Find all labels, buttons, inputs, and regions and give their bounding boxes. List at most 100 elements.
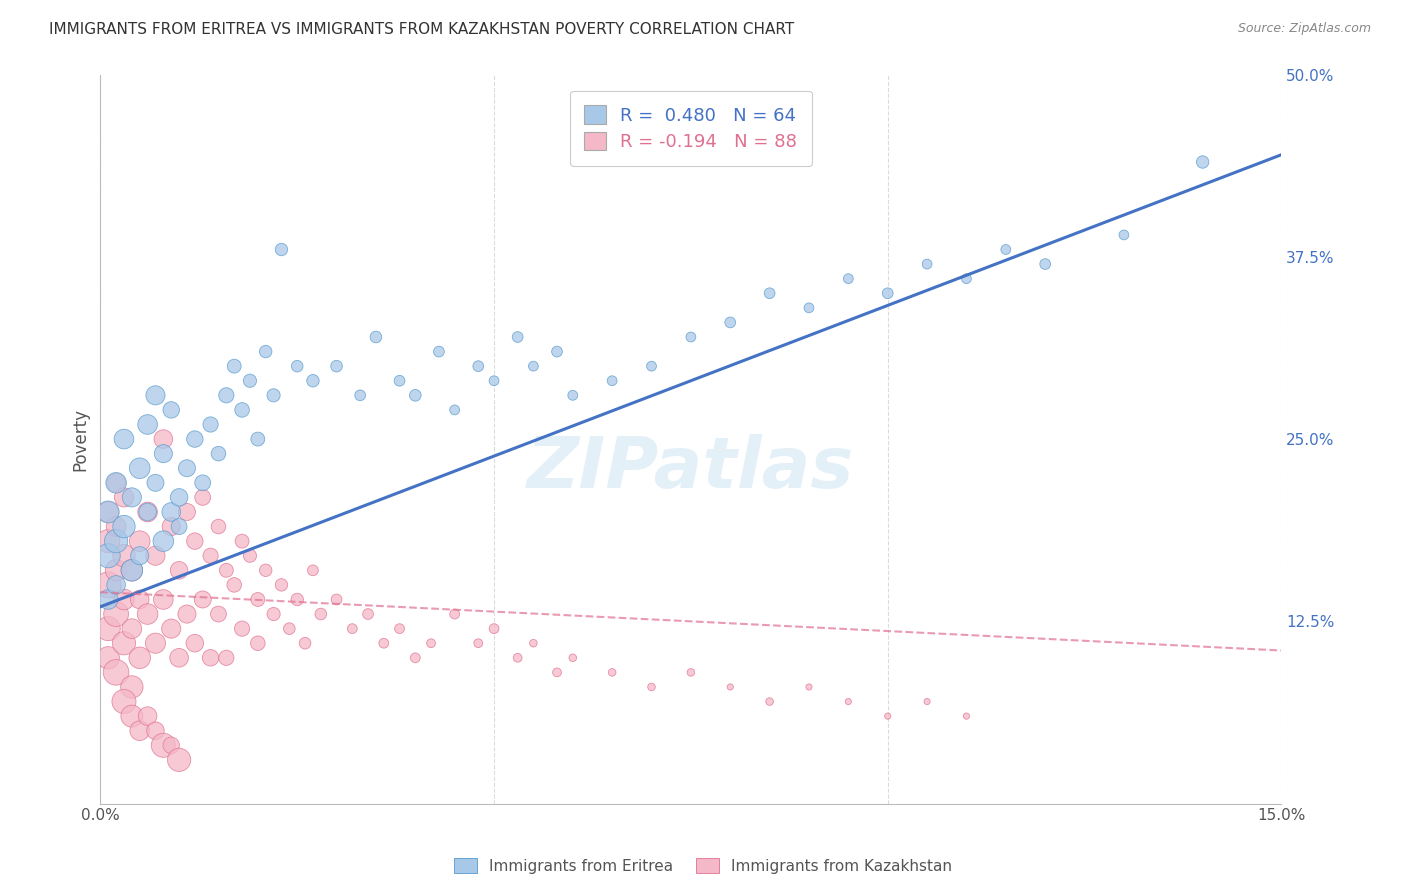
Point: [105, 534, 128, 549]
Point: [128, 461, 150, 475]
Point: [167, 563, 190, 577]
Point: [388, 622, 411, 636]
Point: [128, 534, 150, 549]
Point: [325, 359, 347, 373]
Point: [294, 636, 316, 650]
Point: [231, 403, 253, 417]
Point: [231, 622, 253, 636]
Point: [640, 680, 662, 694]
Point: [112, 592, 135, 607]
Point: [349, 388, 371, 402]
Point: [191, 491, 214, 505]
Point: [145, 723, 167, 738]
Point: [955, 709, 977, 723]
Point: [797, 680, 820, 694]
Point: [136, 607, 159, 621]
Legend: R =  0.480   N = 64, R = -0.194   N = 88: R = 0.480 N = 64, R = -0.194 N = 88: [569, 91, 811, 166]
Point: [136, 709, 159, 723]
Point: [506, 330, 529, 344]
Point: [152, 432, 174, 446]
Point: [285, 359, 308, 373]
Point: [302, 374, 325, 388]
Point: [994, 243, 1017, 257]
Point: [718, 680, 741, 694]
Point: [263, 607, 285, 621]
Point: [176, 461, 198, 475]
Point: [679, 330, 702, 344]
Point: [160, 739, 183, 753]
Point: [136, 505, 159, 519]
Point: [876, 286, 898, 301]
Point: [200, 417, 222, 432]
Point: [876, 709, 898, 723]
Point: [239, 549, 262, 563]
Point: [207, 607, 229, 621]
Legend: Immigrants from Eritrea, Immigrants from Kazakhstan: Immigrants from Eritrea, Immigrants from…: [447, 852, 959, 880]
Point: [97, 505, 120, 519]
Point: [443, 607, 465, 621]
Point: [105, 519, 128, 533]
Point: [443, 403, 465, 417]
Point: [97, 505, 120, 519]
Point: [357, 607, 380, 621]
Point: [420, 636, 443, 650]
Point: [167, 650, 190, 665]
Text: ZIPatlas: ZIPatlas: [527, 434, 855, 503]
Point: [128, 650, 150, 665]
Point: [797, 301, 820, 315]
Point: [231, 534, 253, 549]
Point: [184, 432, 207, 446]
Point: [955, 271, 977, 285]
Point: [128, 723, 150, 738]
Point: [522, 359, 544, 373]
Point: [224, 578, 246, 592]
Point: [136, 505, 159, 519]
Point: [915, 257, 938, 271]
Point: [191, 592, 214, 607]
Point: [758, 694, 780, 708]
Point: [152, 447, 174, 461]
Point: [207, 519, 229, 533]
Point: [915, 694, 938, 708]
Point: [640, 359, 662, 373]
Point: [97, 534, 120, 549]
Point: [112, 432, 135, 446]
Point: [145, 388, 167, 402]
Point: [427, 344, 450, 359]
Point: [112, 694, 135, 708]
Point: [364, 330, 387, 344]
Point: [467, 359, 489, 373]
Point: [1033, 257, 1056, 271]
Point: [388, 374, 411, 388]
Point: [121, 491, 143, 505]
Point: [404, 650, 426, 665]
Point: [121, 563, 143, 577]
Point: [215, 650, 238, 665]
Point: [105, 475, 128, 490]
Point: [145, 475, 167, 490]
Point: [128, 592, 150, 607]
Point: [112, 519, 135, 533]
Point: [191, 475, 214, 490]
Point: [207, 447, 229, 461]
Point: [152, 739, 174, 753]
Point: [215, 388, 238, 402]
Point: [278, 622, 301, 636]
Point: [105, 475, 128, 490]
Point: [97, 650, 120, 665]
Point: [97, 549, 120, 563]
Point: [160, 622, 183, 636]
Point: [97, 622, 120, 636]
Point: [152, 592, 174, 607]
Text: Source: ZipAtlas.com: Source: ZipAtlas.com: [1237, 22, 1371, 36]
Point: [105, 563, 128, 577]
Y-axis label: Poverty: Poverty: [72, 408, 89, 471]
Point: [160, 403, 183, 417]
Point: [112, 491, 135, 505]
Point: [176, 607, 198, 621]
Point: [112, 549, 135, 563]
Point: [121, 709, 143, 723]
Point: [200, 650, 222, 665]
Point: [837, 271, 859, 285]
Point: [160, 505, 183, 519]
